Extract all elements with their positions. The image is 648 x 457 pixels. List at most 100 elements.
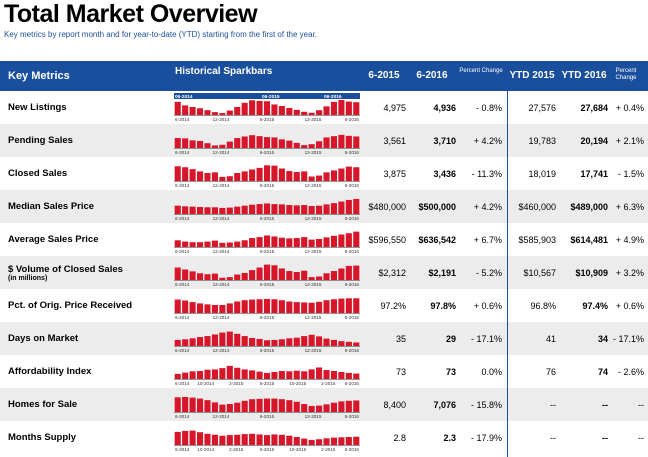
sparkbar-bar	[278, 434, 285, 445]
ytd-2016: $614,481	[570, 234, 608, 245]
sparkbar-svg: 6-2014 12-2014 6-2015 12-2015 6-2016	[174, 231, 360, 254]
value-2015: $2,312	[378, 267, 406, 278]
sparkbar-bar	[308, 439, 315, 445]
sparkbar-banner-label: 06-2014	[175, 94, 193, 100]
sparkbar-bar	[293, 401, 300, 412]
sparkbar-bar	[293, 205, 300, 214]
sparkbar-tick-label: 6-2014	[175, 183, 190, 188]
sparkbar-bar	[271, 398, 278, 412]
ytd-percent-change: + 0.4%	[615, 102, 644, 113]
header-sparkbars: Historical Sparkbars	[175, 66, 273, 77]
sparkbar-bar	[182, 396, 189, 412]
sparkbar-bar	[189, 302, 196, 313]
sparkbar-bar	[316, 175, 323, 181]
sparkbar-tick-label: 2-2015	[229, 381, 244, 386]
value-2016: $500,000	[418, 201, 456, 212]
percent-change: + 4.2%	[473, 201, 502, 212]
metric-name: $ Volume of Closed Sales	[8, 263, 123, 275]
sparkbar-bar	[345, 298, 352, 313]
sparkbar-chart: 6-2014 10-2014 2-2015 6-2015 10-2015 2-2016 6-…	[174, 423, 360, 452]
sparkbar-bar	[330, 136, 338, 148]
sparkbar-bar	[293, 238, 300, 247]
sparkbar-bar	[330, 235, 338, 247]
sparkbar-bar	[330, 437, 338, 445]
sparkbar-bar	[338, 234, 345, 247]
metric-name: Days on Market	[8, 333, 79, 344]
sparkbar-tick-label: 6-2014	[175, 315, 190, 320]
sparkbar-bar	[249, 204, 256, 214]
metric-name: Pending Sales	[8, 135, 73, 146]
sparkbar-bar	[204, 110, 211, 115]
sparkbar-chart: 6-2014 12-2014 6-2015 12-2015 6-2016	[174, 390, 360, 419]
sparkbar-bar	[241, 369, 248, 379]
sparkbar-bar	[219, 435, 226, 445]
sparkbar-bar	[278, 371, 285, 379]
sparkbar-bar	[353, 436, 360, 445]
sparkbar-bar	[256, 434, 263, 445]
sparkbar-tick-label: 6-2014	[175, 216, 190, 221]
sparkbar-bar	[182, 105, 189, 115]
sparkbar-bar	[196, 398, 204, 412]
sparkbar-bar	[211, 402, 218, 412]
sparkbar-bar	[330, 203, 338, 214]
ytd-percent-change: --	[638, 432, 644, 443]
percent-change: - 5.2%	[475, 267, 502, 278]
sparkbar-bar	[196, 432, 204, 445]
sparkbar-tick-label: 6-2014	[175, 249, 190, 254]
ytd-percent-change: - 1.5%	[617, 168, 644, 179]
sparkbar-bar	[226, 110, 233, 115]
sparkbar-tick-label: 12-2015	[305, 348, 322, 353]
sparkbar-tick-label: 6-2015	[260, 447, 275, 452]
sparkbar-bar	[189, 107, 196, 115]
sparkbar-bar	[182, 138, 189, 148]
sparkbar-bar	[182, 339, 189, 346]
sparkbar-bar	[219, 305, 226, 313]
sparkbar-bar	[241, 205, 248, 214]
sparkbar-bar	[301, 205, 308, 214]
sparkbar-bar	[323, 237, 330, 247]
sparkbar-bar	[256, 338, 263, 346]
sparkbar-bar	[241, 336, 248, 346]
sparkbar-tick-label: 6-2014	[175, 447, 190, 452]
sparkbar-bar	[204, 400, 211, 412]
sparkbar-bar	[263, 298, 271, 313]
sparkbar-bar	[204, 173, 211, 181]
sparkbar-tick-label: 12-2014	[213, 150, 230, 155]
value-2016: 73	[445, 366, 456, 377]
value-2016: 29	[445, 333, 456, 344]
value-2015: 2.8	[393, 432, 406, 443]
sparkbar-bar	[353, 167, 360, 181]
sparkbar-bar	[234, 206, 241, 214]
percent-change: 0.0%	[481, 366, 502, 377]
sparkbar-bar	[271, 165, 278, 181]
sparkbar-bar	[278, 300, 285, 313]
sparkbar-bar	[241, 400, 248, 412]
sparkbar-tick-label: 12-2015	[305, 249, 322, 254]
ytd-2016: $489,000	[570, 201, 608, 212]
sparkbar-bar	[249, 238, 256, 247]
ytd-percent-change: - 17.1%	[612, 333, 644, 344]
table-row: $ Volume of Closed Sales (in millions) 6-2…	[0, 256, 648, 289]
sparkbar-bar	[196, 371, 204, 379]
metric-name: Closed Sales	[8, 168, 68, 179]
sparkbar-tick-label: 6-2015	[260, 183, 275, 188]
sparkbar-bar	[189, 169, 196, 181]
sparkbar-bar	[189, 206, 196, 214]
sparkbar-bar	[196, 206, 204, 214]
sparkbar-bar	[226, 141, 233, 148]
sparkbar-bar	[301, 270, 308, 280]
sparkbar-bar	[249, 100, 256, 115]
sparkbar-bar	[234, 367, 241, 379]
table-row: Closed Sales 6-2014 12-2014 6-2015 12-2015 6-…	[0, 157, 648, 190]
metric-name: Months Supply	[8, 432, 77, 443]
sparkbar-bar	[308, 206, 315, 214]
sparkbar-tick-label: 12-2015	[305, 414, 322, 419]
sparkbar-bar	[278, 204, 285, 214]
sparkbar-bar	[353, 373, 360, 379]
ytd-2016: 20,194	[580, 135, 608, 146]
sparkbar-bar	[234, 274, 241, 280]
sparkbar-bar	[249, 270, 256, 280]
sparkbar-bar	[345, 199, 352, 214]
sparkbar-bar	[256, 100, 263, 115]
sparkbar-bar	[293, 172, 300, 181]
